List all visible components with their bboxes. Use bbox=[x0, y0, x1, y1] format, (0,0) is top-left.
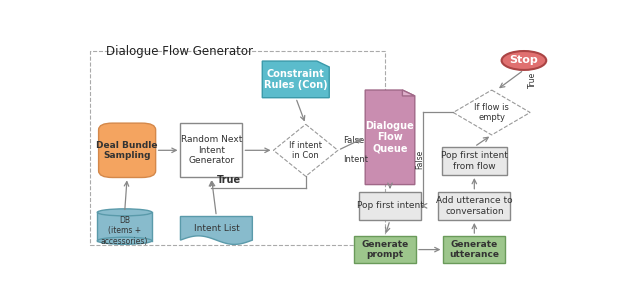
Text: Random Next
Intent
Generator: Random Next Intent Generator bbox=[180, 135, 242, 165]
Text: Pop first intent: Pop first intent bbox=[356, 201, 424, 210]
Text: Dialogue
Flow
Queue: Dialogue Flow Queue bbox=[365, 121, 414, 154]
Polygon shape bbox=[365, 90, 415, 185]
Bar bbox=[180, 123, 243, 177]
Text: Pop first intent
from flow: Pop first intent from flow bbox=[441, 151, 508, 171]
Bar bbox=[438, 192, 510, 220]
Text: If flow is
empty: If flow is empty bbox=[474, 103, 509, 122]
Text: Dialogue Flow Generator: Dialogue Flow Generator bbox=[106, 45, 253, 58]
Polygon shape bbox=[453, 90, 530, 135]
Text: Add utterance to
conversation: Add utterance to conversation bbox=[436, 196, 513, 216]
Text: Constraint
Rules (Con): Constraint Rules (Con) bbox=[264, 68, 328, 90]
Polygon shape bbox=[273, 124, 338, 176]
Polygon shape bbox=[262, 61, 329, 98]
Text: True: True bbox=[528, 72, 537, 88]
Text: True: True bbox=[216, 175, 241, 185]
Bar bbox=[359, 192, 421, 220]
Text: Intent List: Intent List bbox=[193, 224, 239, 233]
Text: If intent
in Con: If intent in Con bbox=[289, 141, 322, 160]
Bar bbox=[97, 212, 152, 241]
Ellipse shape bbox=[502, 51, 547, 70]
Polygon shape bbox=[180, 216, 252, 244]
Bar bbox=[354, 236, 416, 263]
Bar bbox=[90, 51, 385, 245]
Text: Stop: Stop bbox=[509, 56, 538, 65]
Ellipse shape bbox=[97, 209, 152, 216]
Text: Generate
utterance: Generate utterance bbox=[449, 240, 499, 259]
Ellipse shape bbox=[97, 237, 152, 244]
Text: DB
(items +
accessories): DB (items + accessories) bbox=[101, 216, 148, 246]
Bar bbox=[444, 236, 506, 263]
Text: Deal Bundle
Sampling: Deal Bundle Sampling bbox=[97, 141, 158, 160]
Bar bbox=[442, 147, 507, 175]
Text: Generate
prompt: Generate prompt bbox=[362, 240, 409, 259]
Text: False: False bbox=[343, 136, 364, 145]
FancyBboxPatch shape bbox=[99, 123, 156, 177]
Text: False: False bbox=[415, 150, 424, 169]
Polygon shape bbox=[403, 90, 415, 96]
Text: Intent: Intent bbox=[343, 155, 368, 164]
